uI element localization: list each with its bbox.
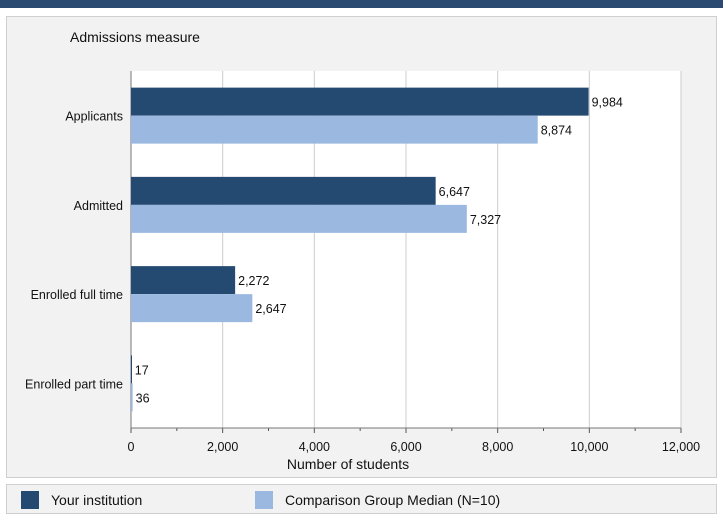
bar-comparison-median [131, 115, 538, 144]
x-axis-title: Number of students [287, 456, 409, 472]
legend-label: Your institution [51, 492, 143, 508]
bar-comparison-median [131, 294, 253, 323]
bar-comparison-median [131, 204, 467, 233]
chart-panel: 0 2,000 4,000 6,000 8,000 10,000 12,000 Applica… [6, 16, 717, 478]
legend-item-your-institution: Your institution [21, 491, 142, 509]
category-label: Enrolled part time [25, 377, 123, 391]
top-accent-bar [0, 0, 723, 8]
value-label-comparison-median: 2,647 [255, 302, 286, 316]
value-label-comparison-median: 36 [136, 391, 150, 405]
x-tick-label: 2,000 [207, 440, 238, 454]
bar-your-institution [131, 266, 236, 295]
legend-label: Comparison Group Median (N=10) [285, 492, 501, 508]
value-label-comparison-median: 8,874 [541, 124, 572, 138]
value-label-your-institution: 9,984 [592, 96, 623, 110]
legend-swatch-your-institution [21, 491, 39, 509]
x-tick-label: 0 [128, 440, 135, 454]
legend: Your institution Comparison Group Median… [6, 484, 717, 514]
bar-comparison-median [131, 383, 133, 412]
x-tick-label: 10,000 [570, 440, 608, 454]
value-label-your-institution: 6,647 [439, 185, 470, 199]
bar-chart: 0 2,000 4,000 6,000 8,000 10,000 12,000 Applica… [25, 29, 700, 472]
chart-title: Admissions measure [70, 29, 200, 45]
category-label: Applicants [65, 110, 123, 124]
x-tick-label: 8,000 [482, 440, 513, 454]
bar-your-institution [131, 355, 132, 384]
legend-swatch-comparison-median [255, 491, 273, 509]
legend-item-comparison-median: Comparison Group Median (N=10) [255, 491, 500, 509]
x-tick-label: 12,000 [662, 440, 700, 454]
bar-your-institution [131, 176, 436, 205]
value-label-comparison-median: 7,327 [470, 213, 501, 227]
x-tick-label: 6,000 [390, 440, 421, 454]
category-label: Admitted [74, 199, 123, 213]
value-label-your-institution: 17 [135, 363, 149, 377]
category-label: Enrolled full time [31, 288, 123, 302]
bar-your-institution [131, 87, 589, 116]
x-tick-label: 4,000 [299, 440, 330, 454]
value-label-your-institution: 2,272 [238, 274, 269, 288]
